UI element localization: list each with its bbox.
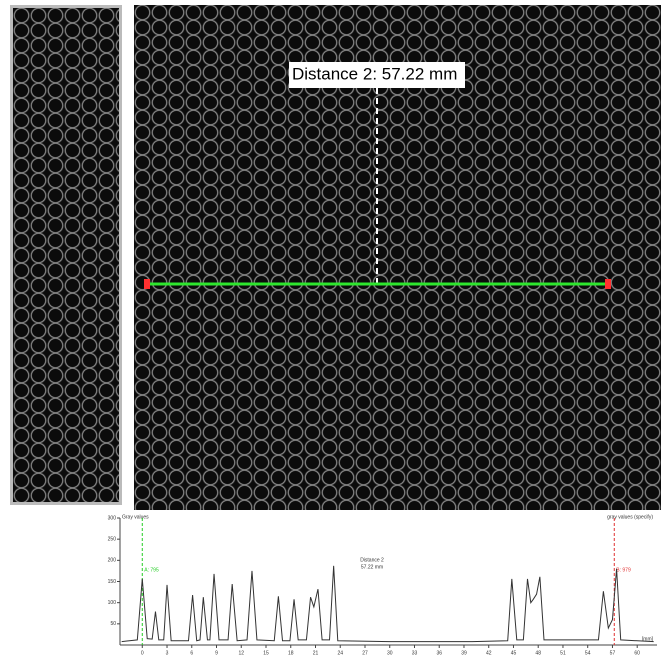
- profile-chart: Gray values gray values (specify) [mm] Dist…: [108, 514, 657, 656]
- measurement-overlay: Distance 2: 57.22 mm: [144, 62, 611, 289]
- x-tick-label: 3: [166, 650, 169, 656]
- x-tick-label: 0: [141, 650, 144, 656]
- x-tick-label: 60: [634, 650, 640, 656]
- x-tick-label: 33: [412, 650, 418, 656]
- y-tick-label: 150: [108, 579, 117, 585]
- marker-label: B: 979: [616, 567, 631, 573]
- y-axis-label: Gray values: [122, 514, 149, 520]
- x-tick-label: 57: [610, 650, 616, 656]
- x-tick-label: 24: [337, 650, 343, 656]
- x-tick-label: 45: [511, 650, 517, 656]
- annotation: 57.22 mm: [361, 564, 383, 570]
- y-tick-label: 200: [108, 558, 117, 564]
- x-tick-label: 21: [313, 650, 319, 656]
- profile-line: [121, 565, 654, 643]
- x-tick-label: 27: [362, 650, 368, 656]
- y-tick-label: 300: [108, 515, 117, 521]
- measurement-label: Distance 2: 57.22 mm: [292, 64, 457, 83]
- x-tick-label: 36: [436, 650, 442, 656]
- x-tick-label: 9: [215, 650, 218, 656]
- x-tick-label: 18: [288, 650, 294, 656]
- y-tick-label: 250: [108, 536, 117, 542]
- x-tick-label: 48: [535, 650, 541, 656]
- x-unit: [mm]: [642, 636, 654, 642]
- y2-axis-label: gray values (specify): [607, 514, 653, 520]
- y-tick-label: 100: [108, 600, 117, 606]
- x-tick-label: 30: [387, 650, 393, 656]
- endpoint[interactable]: [144, 279, 150, 289]
- ct-slice-view: [134, 5, 661, 510]
- marker-label: A: 795: [144, 567, 159, 573]
- label-box: [289, 62, 465, 88]
- x-tick-label: 42: [486, 650, 492, 656]
- annotation: Distance 2: [360, 557, 384, 563]
- x-tick-label: 15: [263, 650, 269, 656]
- x-tick-label: 39: [461, 650, 467, 656]
- x-tick-label: 54: [585, 650, 591, 656]
- y-tick-label: 50: [110, 621, 116, 627]
- endpoint[interactable]: [605, 279, 611, 289]
- x-tick-label: 51: [560, 650, 566, 656]
- x-tick-label: 6: [190, 650, 193, 656]
- x-tick-label: 12: [238, 650, 244, 656]
- ct-side-view: [10, 5, 122, 505]
